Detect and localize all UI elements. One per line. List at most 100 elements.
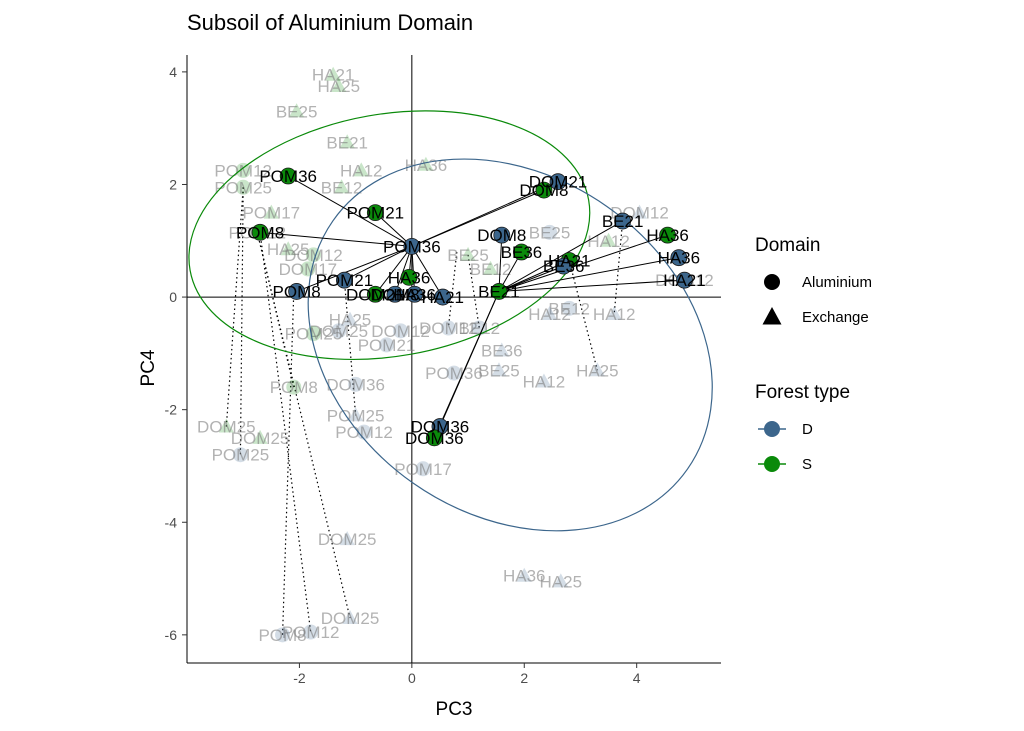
legend-label-domain: Exchange [802, 309, 869, 326]
point-D [670, 249, 688, 267]
faded-point-label: DOM36 [326, 375, 385, 394]
faded-point-triangle [333, 179, 350, 194]
point-S [400, 268, 418, 286]
legend-circle-icon [764, 274, 780, 290]
faded-point-label: HA36 [503, 567, 546, 586]
legend-label-domain: Aluminium [802, 274, 872, 291]
faded-point-label: BE25 [276, 102, 318, 121]
faded-point-label: DOM25 [197, 418, 256, 437]
faded-point-label: POM12 [214, 161, 272, 180]
legend: Domain Aluminium Exchange Forest type D S [755, 235, 872, 473]
faded-point-triangle [342, 609, 358, 624]
faded-point-label: DOM17 [279, 260, 338, 279]
faded-point-label: BE12 [548, 299, 590, 318]
faded-point-label: BE12 [458, 319, 500, 338]
faded-point-label: POM25 [214, 178, 272, 197]
faded-point-triangle [218, 418, 234, 433]
faded-point-triangle [460, 246, 476, 261]
point-label: DOM36 [405, 429, 464, 448]
faded-point-label: HA25 [329, 311, 372, 330]
faded-point-circle [471, 320, 487, 336]
faded-point-circle [232, 447, 248, 463]
y-axis-title: PC4 [138, 349, 159, 386]
legend-label-forest: D [802, 421, 813, 438]
faded-point-circle [331, 323, 347, 339]
faded-point-label: HA25 [318, 77, 361, 96]
y-tick-label: -2 [165, 402, 178, 418]
legend-title-domain: Domain [755, 235, 820, 256]
legend-label-forest: S [802, 456, 812, 473]
point-S [251, 223, 269, 241]
x-axis-title: PC3 [436, 699, 473, 720]
faded-point-circle [235, 162, 251, 178]
faded-point-triangle [348, 407, 364, 422]
point-S [659, 226, 676, 244]
faded-point-circle [275, 627, 291, 643]
x-tick-label: 0 [408, 670, 416, 686]
faded-point-triangle [482, 260, 499, 275]
point-D [555, 257, 573, 275]
point-label: BE21 [478, 282, 520, 301]
dotted-link [613, 221, 624, 315]
dotted-link [568, 260, 598, 371]
spider-segment [344, 245, 413, 281]
faded-point-label: HA25 [576, 361, 619, 380]
faded-point-circle [446, 365, 462, 381]
point-D [549, 173, 567, 191]
faded-point-circle [235, 179, 251, 195]
point-label: DOM21 [529, 173, 588, 192]
point-D [614, 212, 632, 230]
x-tick-label: 2 [520, 670, 528, 686]
point-label: DOM21 [346, 285, 405, 304]
faded-point-triangle [600, 232, 617, 247]
dotted-link [256, 232, 351, 619]
point-S [425, 429, 443, 447]
faded-point-circle [305, 326, 321, 342]
faded-point-triangle [252, 429, 268, 444]
point-S [490, 283, 508, 300]
point-label: POM8 [236, 223, 284, 242]
point-label: POM36 [259, 167, 317, 186]
y-tick-label: -4 [165, 514, 178, 530]
spider-segment [498, 235, 503, 292]
faded-point-label: POM25 [285, 325, 343, 344]
spider-segment [498, 265, 564, 292]
faded-point-label: BE12 [470, 260, 512, 279]
faded-point-label: DOM25 [321, 609, 380, 628]
point-label: DOM8 [370, 285, 419, 304]
point-D [288, 283, 306, 300]
faded-point-label: BE25 [529, 223, 571, 242]
faded-point-label: BE25 [478, 361, 520, 380]
spider-segment [411, 246, 444, 298]
faded-point-label: POM25 [212, 446, 270, 465]
faded-point-label: DOM12 [419, 319, 478, 338]
faded-point-label: HA25 [267, 240, 310, 259]
faded-point-circle [379, 337, 395, 353]
dotted-link [467, 254, 480, 329]
faded-point-triangle [541, 305, 558, 320]
faded-point-label: HA12 [593, 305, 636, 324]
faded-point-label: DOM12 [371, 322, 430, 341]
faded-point-label: DOM25 [231, 429, 290, 448]
faded-point-label: HA12 [528, 305, 571, 324]
spider-segment [498, 234, 668, 292]
point-S [535, 181, 553, 199]
faded-point-label: HA36 [405, 156, 448, 175]
faded-point-triangle [331, 77, 347, 92]
legend-color-icon [764, 421, 780, 437]
faded-point-triangle [280, 241, 296, 256]
faded-point-label: BE12 [321, 178, 363, 197]
confidence-ellipse-D [307, 158, 713, 532]
faded-point-triangle [536, 373, 552, 388]
point-label: BE36 [543, 257, 585, 276]
faded-point-circle [415, 461, 431, 477]
point-label: BE21 [602, 212, 644, 231]
faded-point-triangle [418, 156, 434, 171]
faded-point-label: HA25 [540, 572, 583, 591]
point-S [366, 204, 384, 222]
faded-point-label: DOM25 [309, 322, 368, 341]
spider-segment [260, 231, 412, 247]
chart-title: Subsoil of Aluminium Domain [187, 10, 473, 35]
faded-point-label: DOM25 [318, 530, 377, 549]
faded-point-circle [286, 379, 302, 395]
